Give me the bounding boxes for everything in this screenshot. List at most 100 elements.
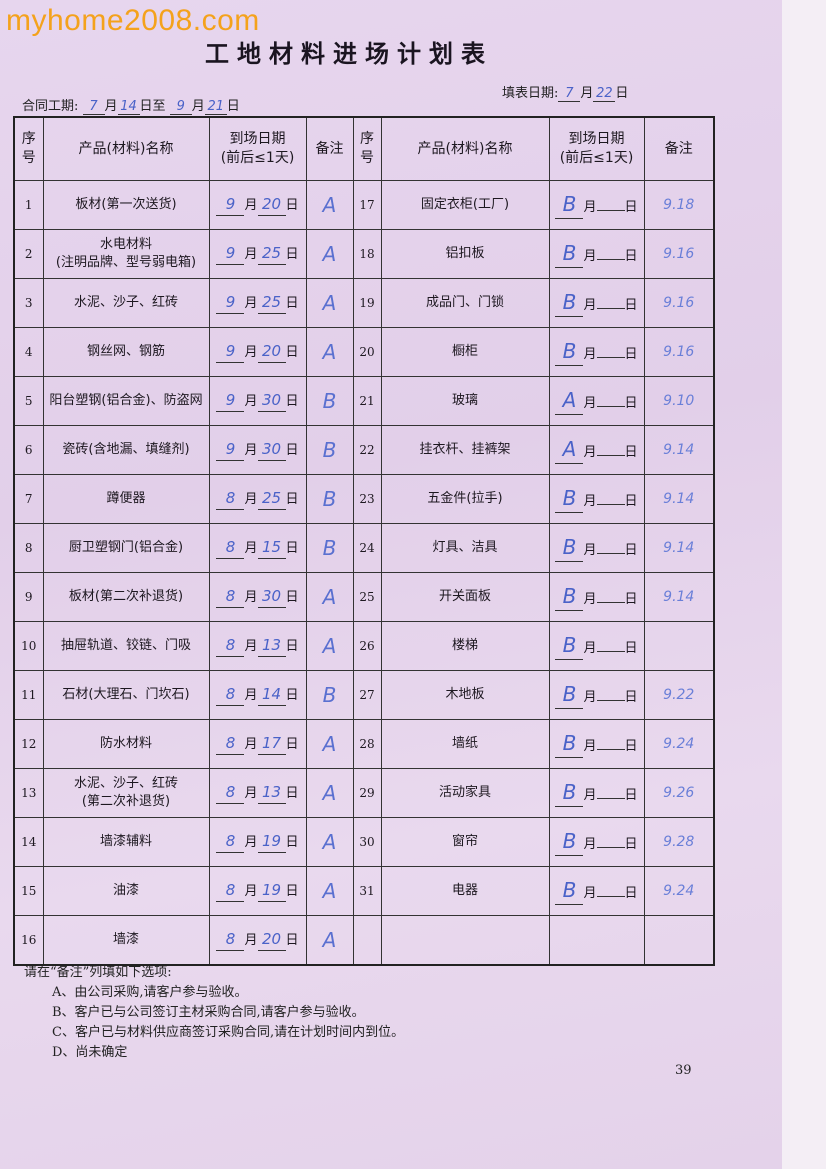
material-name-text: 防水材料 (99, 736, 152, 752)
arrival-date: 8 月 20 日 (208, 915, 307, 966)
material-name-text: 抽屉轨道、铰链、门吸 (60, 638, 191, 654)
option-b: B、客户已与公司签订主材采购合同,请客户参与验收。 (52, 1005, 365, 1020)
row-number (352, 915, 382, 966)
table-row: 13 水泥、沙子、红砖 (第二次补退货) 8 月 13 日 A 29 活动家具 B 月日 9.26 (13, 768, 715, 818)
day-char: 日 (624, 494, 638, 509)
day-char: 日 (624, 347, 638, 362)
day-char: 日 (285, 688, 299, 704)
month-char: 月 (244, 835, 258, 851)
header-seq: 序号 (352, 116, 382, 181)
month-char: 月 (244, 884, 258, 900)
header-seq: 序号 (13, 116, 44, 181)
material-name: 活动家具 (380, 768, 550, 818)
arrival-day (596, 651, 625, 652)
month-char: 月 (244, 639, 258, 655)
header-name: 产品(材料)名称 (380, 116, 550, 181)
row-number: 26 (352, 621, 382, 671)
material-name: 铝扣板 (380, 229, 550, 279)
row-number: 16 (13, 915, 44, 966)
header-note: 备注 (643, 116, 715, 181)
day-char: 日 (624, 396, 638, 411)
month-char: 月 (244, 933, 258, 949)
material-name: 石材(大理石、门坎石) (42, 670, 210, 720)
note-cell: 9.26 (643, 768, 715, 818)
arrival-month: 9 (216, 341, 245, 363)
watermark: myhome2008.com (6, 4, 260, 37)
material-name: 玻璃 (380, 376, 550, 426)
month-char: 月 (244, 345, 258, 361)
table-row: 7 蹲便器 8 月 25 日 B 23 五金件(拉手) B 月日 9.14 (13, 474, 715, 524)
arrival-month-mark: B (555, 583, 584, 611)
arrival-month: 8 (216, 635, 245, 657)
arrival-month: 8 (216, 684, 245, 706)
note-cell: A (305, 719, 354, 769)
material-name: 阳台塑钢(铝合金)、防盗网 (42, 376, 210, 426)
note-cell: 9.28 (643, 817, 715, 867)
table-row: 11 石材(大理石、门坎石) 8 月 14 日 B 27 木地板 B 月日 9.22 (13, 670, 715, 720)
row-number: 12 (13, 719, 44, 769)
material-name: 油漆 (42, 866, 210, 916)
arrival-date: 9 月 25 日 (208, 278, 307, 328)
row-number: 5 (13, 376, 44, 426)
note-cell: B (305, 425, 354, 475)
arrival-day: 25 (257, 292, 286, 314)
note-cell (643, 915, 715, 966)
row-number: 23 (352, 474, 382, 524)
row-number: 27 (352, 670, 382, 720)
note-cell: A (305, 229, 354, 279)
contract-label: 合同工期: (22, 99, 79, 114)
material-name: 橱柜 (380, 327, 550, 377)
row-number: 22 (352, 425, 382, 475)
arrival-day (596, 455, 625, 456)
footer-intro: 请在“备注”列填如下选项: (24, 965, 172, 980)
day-char: 日 (285, 737, 299, 753)
note-cell: B (305, 474, 354, 524)
table-row: 10 抽屉轨道、铰链、门吸 8 月 13 日 A 26 楼梯 B 月日 (13, 621, 715, 671)
material-name: 成品门、门锁 (380, 278, 550, 328)
day-char: 日 (615, 86, 629, 101)
arrival-day (596, 308, 625, 309)
arrival-date: 8 月 17 日 (208, 719, 307, 769)
arrival-day: 30 (257, 390, 286, 412)
month-char: 月 (583, 739, 597, 754)
arrival-month-mark: B (555, 534, 584, 562)
arrival-month-mark: B (555, 632, 584, 660)
arrival-day (596, 896, 625, 897)
note-cell: A (305, 915, 354, 966)
note-cell: A (305, 768, 354, 818)
row-number: 19 (352, 278, 382, 328)
month-char: 月 (583, 396, 597, 411)
arrival-date: 8 月 19 日 (208, 817, 307, 867)
material-name-sub: (注明品牌、型号弱电箱) (55, 255, 197, 270)
row-number: 9 (13, 572, 44, 622)
day-char: 日 (285, 786, 299, 802)
month-char: 月 (583, 592, 597, 607)
material-name-text: 瓷砖(含地漏、填缝剂) (62, 442, 190, 458)
arrival-date: 8 月 13 日 (208, 621, 307, 671)
material-name-text: 墙漆辅料 (99, 834, 152, 850)
row-number: 25 (352, 572, 382, 622)
arrival-month: 8 (216, 782, 245, 804)
material-name: 抽屉轨道、铰链、门吸 (42, 621, 210, 671)
day-char: 日 (285, 835, 299, 851)
arrival-date: 9 月 20 日 (208, 327, 307, 377)
header-date: 到场日期 (前后≤1天) (208, 116, 307, 181)
arrival-month-mark: A (555, 436, 584, 464)
note-cell: 9.16 (643, 327, 715, 377)
arrival-month: 8 (216, 488, 245, 510)
arrival-day: 25 (257, 243, 286, 265)
arrival-month: 9 (216, 390, 245, 412)
table-header-row: 序号 产品(材料)名称 到场日期 (前后≤1天) 备注 序号 产品(材料)名称 到… (13, 116, 715, 181)
month-char: 月 (244, 247, 258, 263)
note-cell: 9.14 (643, 572, 715, 622)
row-number: 24 (352, 523, 382, 573)
fill-date-label: 填表日期: (502, 86, 559, 101)
arrival-day: 20 (257, 194, 286, 216)
month-char: 月 (583, 200, 597, 215)
material-name: 墙漆辅料 (42, 817, 210, 867)
month-char: 月 (583, 886, 597, 901)
